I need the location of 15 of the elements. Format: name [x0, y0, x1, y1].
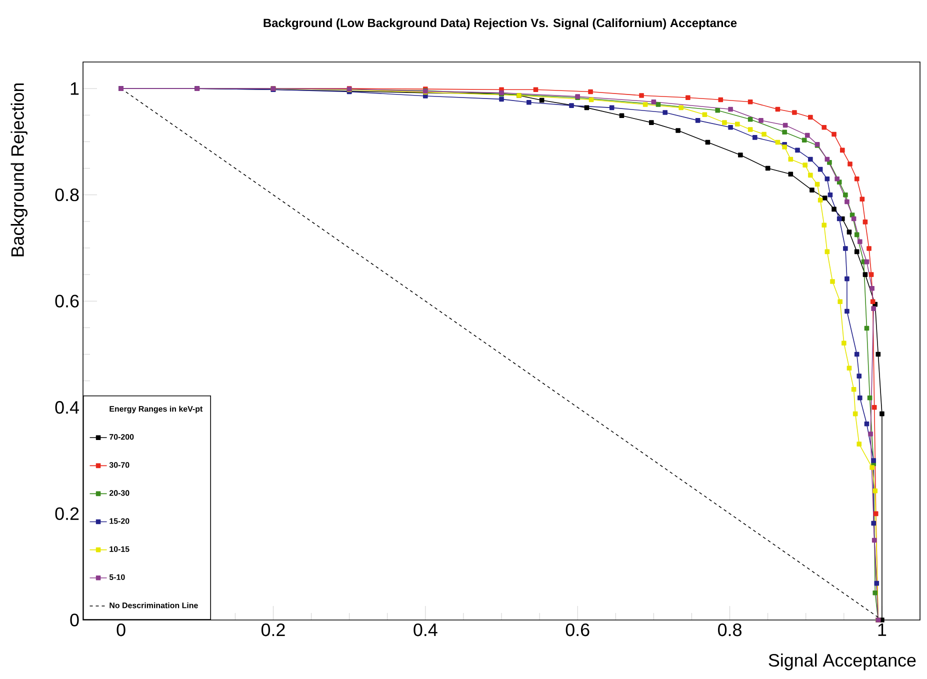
x-tick-label: 1	[878, 624, 886, 636]
x-tick-label: 0.2	[261, 623, 285, 636]
x-tick-label: 0	[116, 623, 126, 636]
x-tick-label: 0.6	[566, 623, 590, 636]
y-tick-label: 0.8	[55, 188, 79, 202]
x-tick-label: 0.8	[718, 623, 742, 636]
y-tick-label: 1	[70, 82, 79, 95]
x-axis-title: Signal Acceptance	[768, 654, 916, 670]
y-tick-label: 0.6	[55, 294, 79, 308]
chart-title: Background (Low Background Data) Rejection Vs. Signal (Californium) Acceptance	[264, 18, 737, 30]
y-tick-label: 0.2	[55, 507, 79, 520]
y-tick-label: 0.4	[55, 401, 79, 414]
x-tick-label: 0.4	[414, 623, 438, 636]
y-axis-title: Background Rejection	[10, 83, 28, 256]
y-tick-label: 0	[70, 614, 79, 626]
